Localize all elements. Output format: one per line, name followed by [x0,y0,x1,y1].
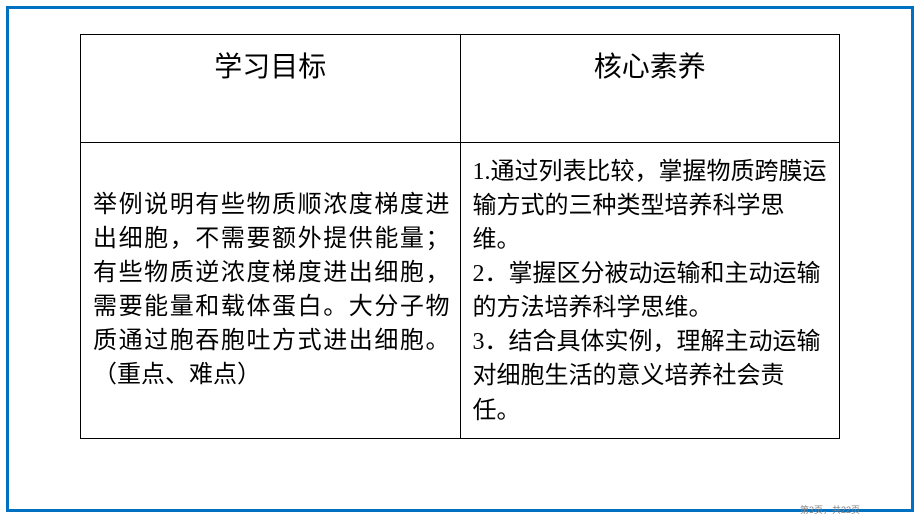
header-cell-objectives: 学习目标 [81,35,461,143]
page-number-footer: 第3页，共22页 [800,503,860,516]
header-cell-competencies: 核心素养 [460,35,840,143]
competency-item-1: 1.通过列表比较，掌握物质跨膜运输方式的三种类型培养科学思维。 [473,155,830,257]
header-label-1: 学习目标 [214,52,326,83]
slide-content: 学习目标 核心素养 举例说明有些物质顺浓度梯度进出细胞，不需要额外提供能量；有些… [80,34,840,439]
competency-item-2: 2．掌握区分被动运输和主动运输的方法培养科学思维。 [473,257,830,325]
table-body-row: 举例说明有些物质顺浓度梯度进出细胞，不需要额外提供能量；有些物质逆浓度梯度进出细… [81,143,840,439]
header-label-2: 核心素养 [594,52,706,83]
objectives-text: 举例说明有些物质顺浓度梯度进出细胞，不需要额外提供能量；有些物质逆浓度梯度进出细… [93,192,450,388]
page-number-text: 第3页，共22页 [800,505,860,515]
competency-item-3: 3．结合具体实例，理解主动运输对细胞生活的意义培养社会责任。 [473,325,830,427]
objectives-table: 学习目标 核心素养 举例说明有些物质顺浓度梯度进出细胞，不需要额外提供能量；有些… [80,34,840,439]
body-cell-objectives: 举例说明有些物质顺浓度梯度进出细胞，不需要额外提供能量；有些物质逆浓度梯度进出细… [81,143,461,439]
table-header-row: 学习目标 核心素养 [81,35,840,143]
body-cell-competencies: 1.通过列表比较，掌握物质跨膜运输方式的三种类型培养科学思维。 2．掌握区分被动… [460,143,840,439]
